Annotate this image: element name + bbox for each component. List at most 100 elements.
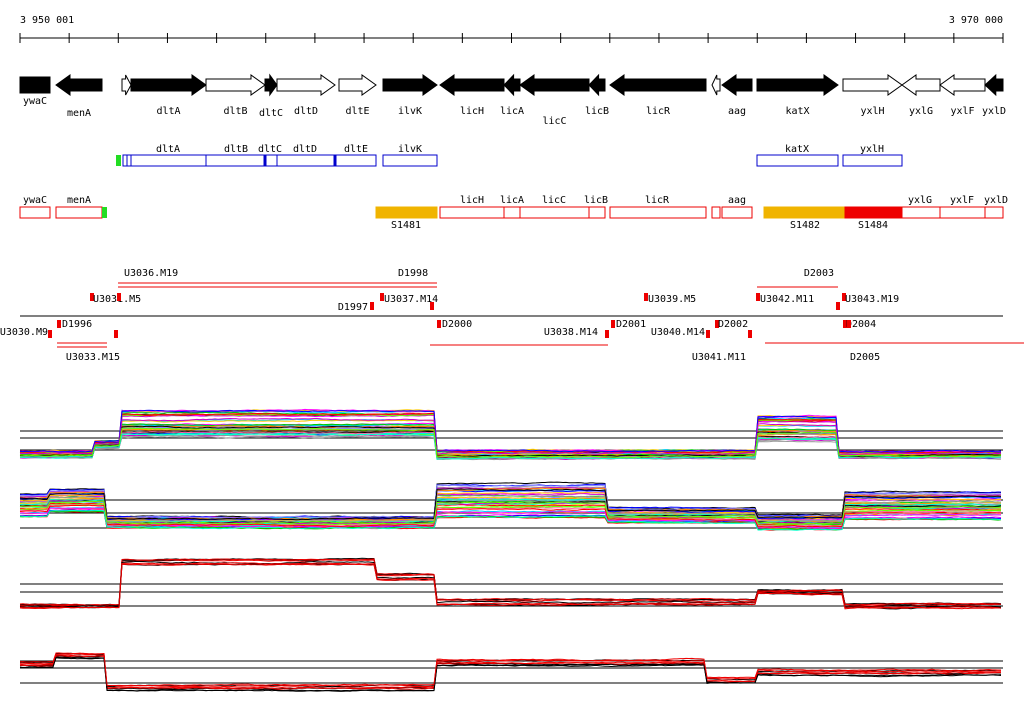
transcript-marker[interactable]: [847, 320, 851, 328]
gene-label: ilvK: [398, 106, 422, 117]
transcript-marker[interactable]: [748, 330, 752, 338]
operon-box[interactable]: [901, 206, 941, 219]
transcript-label: U3043.M19: [845, 294, 899, 305]
expression-plot-2: [19, 481, 1003, 531]
operon-box[interactable]: [375, 206, 438, 219]
operon-label: dltA: [156, 144, 180, 155]
gene-label: dltA: [156, 106, 180, 117]
operon-box[interactable]: [844, 206, 903, 219]
gene-arrow-licC[interactable]: [519, 74, 590, 96]
gene-arrow-yxlF[interactable]: [939, 74, 986, 96]
gene-label: dltD: [294, 106, 318, 117]
transcript-marker[interactable]: [756, 293, 760, 301]
transcript-label: U3042.M11: [760, 294, 814, 305]
gene-arrow-yxlH[interactable]: [842, 74, 903, 96]
operon-box[interactable]: [503, 206, 521, 219]
gene-arrow-ywaC[interactable]: [19, 76, 51, 94]
transcript-label: U3033.M15: [66, 352, 120, 363]
gene-label: yxlF: [950, 106, 974, 117]
operon-box[interactable]: [609, 206, 707, 219]
transcript-label: U3039.M5: [648, 294, 696, 305]
gene-label: licH: [460, 106, 484, 117]
gene-label: yxlG: [909, 106, 933, 117]
transcript-marker[interactable]: [117, 293, 121, 301]
expression-plots: [19, 408, 1003, 692]
operon-box[interactable]: [519, 206, 590, 219]
expression-trace: [19, 558, 1002, 606]
gene-arrow-katX[interactable]: [756, 74, 839, 96]
expression-trace: [19, 652, 1002, 687]
transcript-marker[interactable]: [437, 320, 441, 328]
gene-arrow-licB[interactable]: [588, 73, 606, 97]
transcript-marker[interactable]: [380, 293, 384, 301]
gene-label: ywaC: [23, 96, 47, 107]
gene-arrow-menA[interactable]: [55, 74, 103, 96]
transcript-marker[interactable]: [836, 302, 840, 310]
operon-box[interactable]: [382, 154, 438, 167]
gene-arrow-dltB[interactable]: [205, 74, 266, 96]
transcript-marker[interactable]: [57, 320, 61, 328]
transcript-marker[interactable]: [48, 330, 52, 338]
transcript-marker[interactable]: [611, 320, 615, 328]
operon-box[interactable]: [756, 154, 839, 167]
gene-label: licA: [500, 106, 524, 117]
gene-arrow-yxlG[interactable]: [901, 74, 941, 96]
gene-arrow-licR[interactable]: [609, 74, 707, 96]
operon-box[interactable]: [439, 206, 505, 219]
gene-arrow-unnamed[interactable]: [121, 74, 132, 96]
operon-box[interactable]: [939, 206, 986, 219]
gene-arrow-ilvK[interactable]: [382, 74, 438, 96]
terminator-mark: [102, 207, 107, 218]
transcript-label: D2001: [616, 319, 646, 330]
gene-arrow-dltE[interactable]: [338, 74, 377, 96]
transcript-marker[interactable]: [90, 293, 94, 301]
operon-label: S1484: [858, 220, 888, 231]
gene-arrow-unnamed[interactable]: [711, 74, 721, 96]
gene-arrow-aag[interactable]: [721, 74, 753, 96]
expression-trace: [19, 500, 1001, 525]
gene-label: dltB: [223, 106, 247, 117]
operon-box[interactable]: [19, 206, 51, 219]
operon-label: dltD: [293, 144, 317, 155]
transcript-label: U3040.M14: [651, 327, 705, 338]
transcript-label: U3041.M11: [692, 352, 746, 363]
operon-label: yxlH: [860, 144, 884, 155]
transcript-marker[interactable]: [843, 320, 847, 328]
transcript-marker[interactable]: [706, 330, 710, 338]
operon-label: yxlF: [950, 195, 974, 206]
gene-label: dltE: [345, 106, 369, 117]
operon-box[interactable]: [721, 206, 753, 219]
transcript-marker[interactable]: [370, 302, 374, 310]
transcript-marker[interactable]: [715, 320, 719, 328]
expression-trace: [19, 433, 1002, 460]
coordinate-axis: 3 950 001 3 970 000: [19, 15, 1004, 43]
minus-strand-operon-track: ywaC menA S1481 licH licA licC licB licR aag S148…: [19, 195, 1008, 231]
operon-box[interactable]: [984, 206, 1004, 219]
operon-label: licC: [542, 195, 566, 206]
transcript-marker[interactable]: [114, 330, 118, 338]
expression-trace: [19, 489, 1002, 521]
transcript-track: U3031.M5U3036.M19D1997U3037.M14D1998U303…: [0, 268, 1024, 363]
transcript-marker[interactable]: [644, 293, 648, 301]
operon-box[interactable]: [763, 206, 846, 219]
operon-box[interactable]: [588, 206, 606, 219]
transcript-label: U3036.M19: [124, 268, 178, 279]
expression-trace: [19, 488, 1002, 521]
operon-box[interactable]: [55, 206, 103, 219]
operon-box[interactable]: [842, 154, 903, 167]
expression-trace: [19, 656, 1002, 692]
gene-arrow-licA[interactable]: [503, 73, 521, 97]
transcript-marker[interactable]: [842, 293, 846, 301]
transcript-marker[interactable]: [605, 330, 609, 338]
transcript-label: D1997: [338, 302, 368, 313]
gene-arrow-dltA[interactable]: [130, 74, 207, 96]
transcript-marker[interactable]: [430, 302, 434, 310]
gene-arrow-licH[interactable]: [439, 74, 505, 96]
operon-label: licA: [500, 195, 524, 206]
gene-arrow-dltD[interactable]: [276, 74, 336, 96]
gene-arrow-yxlD[interactable]: [984, 73, 1004, 97]
operon-label: yxlG: [908, 195, 932, 206]
gene-arrow-dltC[interactable]: [264, 73, 278, 97]
operon-box-dlt[interactable]: [122, 154, 377, 167]
